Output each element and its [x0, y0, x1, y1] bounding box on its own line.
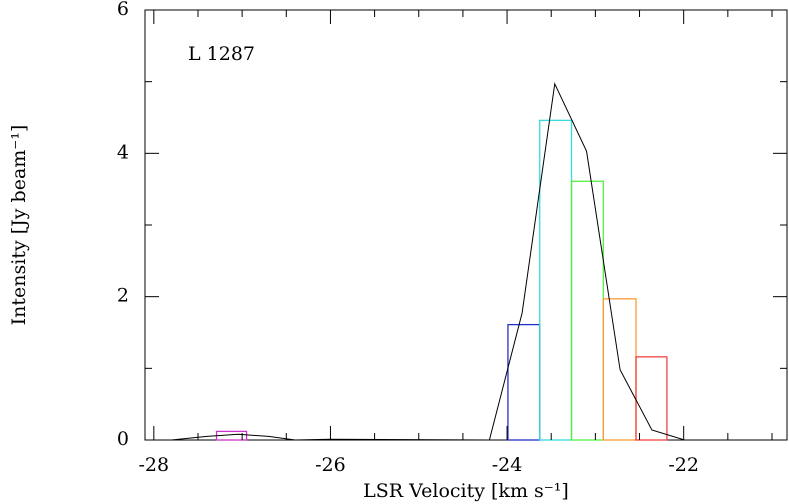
- x-axis-label: LSR Velocity [km s⁻¹]: [363, 480, 569, 502]
- spectrum-line: [145, 82, 787, 441]
- x-tick-label: -22: [668, 454, 699, 476]
- bar: [507, 323, 541, 441]
- y-tick-label: 4: [117, 141, 129, 163]
- bar: [635, 356, 668, 441]
- y-tick-label: 0: [117, 428, 129, 450]
- y-tick-label: 6: [117, 0, 129, 20]
- y-tick-label: 2: [117, 285, 129, 307]
- bar: [539, 119, 573, 441]
- x-tick-label: -28: [139, 454, 170, 476]
- x-tick-label: -24: [492, 454, 523, 476]
- annotation: L 1287: [188, 43, 255, 65]
- bar: [570, 180, 604, 441]
- x-tick-label: -26: [315, 454, 346, 476]
- y-axis-label: Intensity [Jy beam⁻¹]: [8, 125, 30, 326]
- plot-frame: [144, 9, 788, 441]
